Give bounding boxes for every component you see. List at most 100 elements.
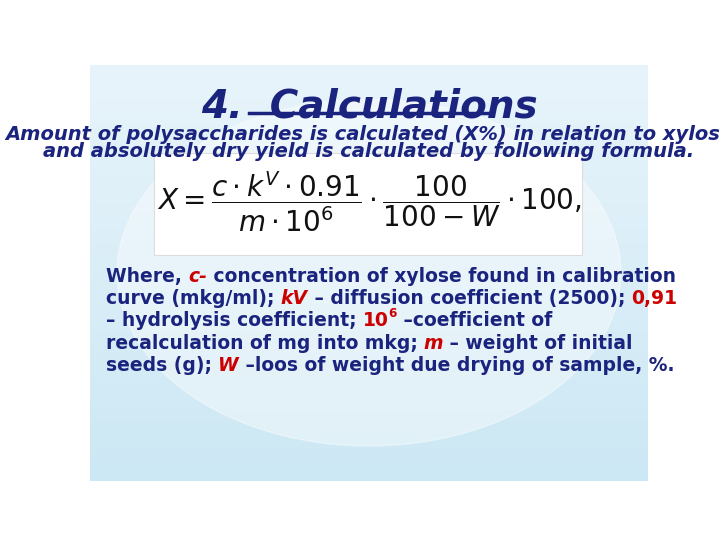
Bar	[90, 351, 648, 354]
Bar	[90, 264, 648, 266]
Bar	[90, 231, 648, 233]
Bar	[90, 336, 648, 339]
Bar	[90, 285, 648, 287]
Bar	[90, 156, 648, 158]
Bar	[90, 455, 648, 458]
Bar	[90, 424, 648, 427]
Bar	[90, 176, 648, 179]
Bar	[90, 444, 648, 447]
Bar	[90, 70, 648, 73]
Bar	[90, 451, 648, 454]
FancyBboxPatch shape	[154, 153, 582, 255]
Bar	[90, 268, 648, 271]
Bar	[90, 309, 648, 312]
Bar	[90, 185, 648, 187]
Bar	[90, 112, 648, 114]
Bar	[90, 349, 648, 352]
Bar	[90, 99, 648, 102]
Bar	[90, 471, 648, 474]
Bar	[90, 334, 648, 337]
Bar	[90, 160, 648, 163]
Bar	[90, 116, 648, 119]
Bar	[90, 374, 648, 377]
Bar	[90, 162, 648, 165]
Bar	[90, 442, 648, 446]
Bar	[90, 426, 648, 429]
Bar	[90, 207, 648, 211]
Bar	[90, 413, 648, 416]
Bar	[90, 183, 648, 185]
Bar	[90, 339, 648, 341]
Bar	[90, 89, 648, 92]
Bar	[90, 324, 648, 327]
Bar	[90, 199, 648, 202]
Bar	[90, 420, 648, 422]
Bar	[90, 222, 648, 225]
Bar	[90, 299, 648, 302]
Bar	[90, 120, 648, 123]
Bar	[90, 361, 648, 364]
Bar	[90, 87, 648, 90]
Bar	[90, 370, 648, 373]
Bar	[90, 193, 648, 196]
Bar	[90, 91, 648, 94]
Bar	[90, 328, 648, 331]
Bar	[90, 397, 648, 400]
Bar	[90, 102, 648, 104]
Bar	[90, 459, 648, 462]
Bar	[90, 476, 648, 478]
Bar	[90, 359, 648, 362]
Bar	[90, 258, 648, 260]
Bar	[90, 399, 648, 402]
Bar	[90, 180, 648, 183]
Bar	[90, 357, 648, 360]
Bar	[90, 124, 648, 127]
Bar	[90, 307, 648, 310]
Bar	[90, 80, 648, 84]
Bar	[90, 355, 648, 358]
Bar	[90, 353, 648, 356]
Text: –coefficient of: –coefficient of	[397, 311, 552, 330]
Bar	[90, 405, 648, 408]
Ellipse shape	[117, 99, 621, 446]
Bar	[90, 151, 648, 154]
Bar	[90, 363, 648, 366]
Bar	[90, 366, 648, 368]
Text: curve (mkg/ml);: curve (mkg/ml);	[106, 289, 281, 308]
Text: 4.  Calculations: 4. Calculations	[201, 88, 537, 126]
Bar	[90, 93, 648, 96]
Bar	[90, 212, 648, 214]
Bar	[90, 282, 648, 285]
Bar	[90, 247, 648, 250]
Text: – diffusion coefficient (2500);: – diffusion coefficient (2500);	[307, 289, 631, 308]
Bar	[90, 430, 648, 433]
Text: 6: 6	[389, 307, 397, 320]
Text: $X = \dfrac{c \cdot k^V \cdot 0.91}{m \cdot 10^6} \cdot \dfrac{100}{100 - W} \cd: $X = \dfrac{c \cdot k^V \cdot 0.91}{m \c…	[157, 170, 581, 234]
Bar	[90, 237, 648, 239]
Bar	[90, 218, 648, 221]
Bar	[90, 272, 648, 275]
Bar	[90, 395, 648, 397]
Bar	[90, 249, 648, 252]
Bar	[90, 474, 648, 476]
Bar	[90, 139, 648, 141]
Bar	[90, 205, 648, 208]
Bar	[90, 243, 648, 246]
Bar	[90, 174, 648, 177]
Bar	[90, 372, 648, 375]
Bar	[90, 274, 648, 277]
Bar	[90, 64, 648, 67]
Bar	[90, 195, 648, 198]
Bar	[90, 134, 648, 138]
Bar	[90, 166, 648, 168]
Text: Where,: Where,	[106, 267, 188, 286]
Bar	[90, 295, 648, 298]
Bar	[90, 141, 648, 144]
Bar	[90, 224, 648, 227]
Bar	[90, 178, 648, 181]
Text: c-: c-	[188, 267, 207, 286]
Bar	[90, 241, 648, 244]
Bar	[90, 463, 648, 466]
Bar	[90, 131, 648, 133]
Bar	[90, 434, 648, 437]
